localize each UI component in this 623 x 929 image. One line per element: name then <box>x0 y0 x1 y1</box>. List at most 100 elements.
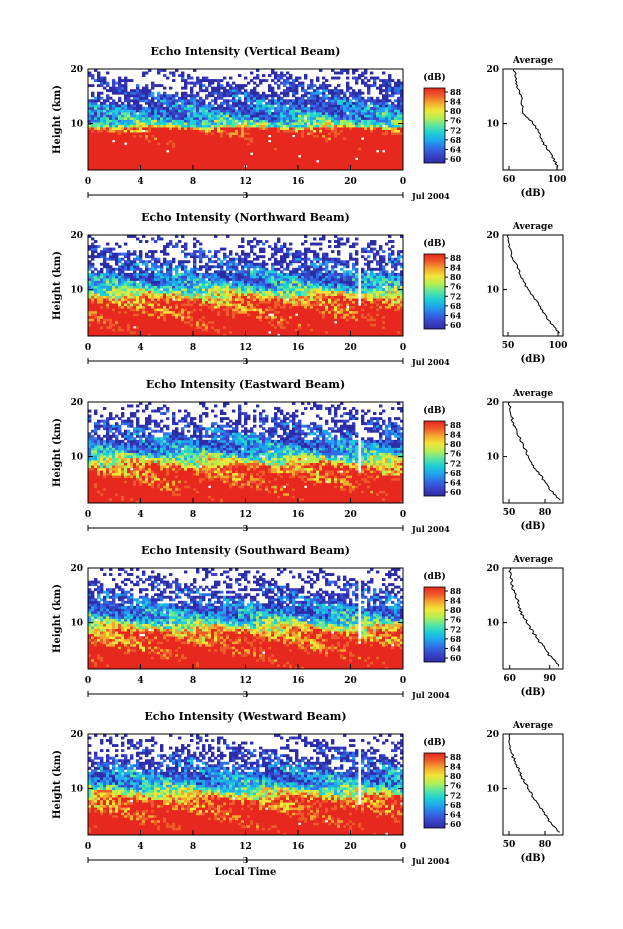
heatmap-cell <box>160 116 164 120</box>
heatmap-cell <box>298 147 302 151</box>
heatmap-cell <box>172 101 176 105</box>
heatmap-cell <box>334 159 338 163</box>
heatmap-cell <box>103 323 107 327</box>
heatmap-cell <box>295 330 299 334</box>
heatmap-cell <box>376 137 380 141</box>
heatmap-cell <box>136 124 140 128</box>
heatmap-cell <box>370 76 374 80</box>
heatmap-cell <box>340 310 344 314</box>
heatmap-cell <box>334 308 338 312</box>
heatmap-cell <box>349 149 353 153</box>
heatmap-cell <box>313 111 317 115</box>
heatmap-cell <box>343 91 347 95</box>
heatmap-cell <box>217 122 221 125</box>
heatmap-cell <box>118 137 122 141</box>
heatmap-cell <box>337 303 341 307</box>
heatmap-cell <box>253 127 257 130</box>
heatmap-cell <box>370 333 374 337</box>
heatmap-cell <box>271 164 275 168</box>
heatmap-cell <box>118 308 122 312</box>
heatmap-cell <box>154 114 158 118</box>
heatmap-cell <box>376 320 380 324</box>
heatmap-cell <box>325 310 329 314</box>
heatmap-cell <box>298 137 302 141</box>
heatmap-cell <box>337 137 341 141</box>
heatmap-cell <box>349 142 353 146</box>
heatmap-cell <box>370 330 374 334</box>
heatmap-cell <box>166 94 170 98</box>
heatmap-cell <box>127 147 131 151</box>
heatmap-cell <box>148 114 152 118</box>
heatmap-cell <box>262 142 266 146</box>
heatmap-cell <box>331 114 335 118</box>
heatmap-cell <box>160 104 164 108</box>
heatmap-cell <box>313 139 317 143</box>
heatmap-cell <box>190 81 194 85</box>
heatmap-cell <box>274 142 278 146</box>
heatmap-cell <box>127 313 131 317</box>
heatmap-cell <box>313 323 317 327</box>
heatmap-cell <box>367 318 371 322</box>
heatmap-cell <box>298 111 302 115</box>
heatmap-cell <box>250 79 254 83</box>
heatmap-cell <box>280 81 284 85</box>
heatmap-cell <box>145 303 149 307</box>
heatmap-cell <box>385 154 389 158</box>
heatmap-cell <box>286 308 290 312</box>
heatmap-cell <box>235 300 239 304</box>
heatmap-cell <box>193 109 197 113</box>
heatmap-cell <box>124 76 128 80</box>
heatmap-cell <box>136 134 140 138</box>
heatmap-cell <box>343 111 347 115</box>
heatmap-cell <box>91 142 95 146</box>
heatmap-cell <box>394 167 398 171</box>
heatmap-cell <box>271 101 275 105</box>
heatmap-cell <box>166 333 170 337</box>
heatmap-cell <box>199 328 203 332</box>
heatmap-cell <box>358 91 362 95</box>
heatmap-cell <box>274 147 278 151</box>
heatmap-cell <box>127 122 131 125</box>
heatmap-cell <box>133 127 137 130</box>
heatmap-cell <box>334 101 338 105</box>
heatmap-cell <box>124 134 128 138</box>
heatmap-cell <box>370 162 374 166</box>
heatmap-cell <box>289 81 293 85</box>
heatmap-cell <box>289 330 293 334</box>
heatmap-cell <box>373 310 377 314</box>
heatmap-cell <box>106 167 110 171</box>
heatmap-cell <box>307 127 311 130</box>
heatmap-cell <box>190 300 194 304</box>
heatmap-cell <box>175 106 179 110</box>
heatmap-cell <box>190 89 194 93</box>
heatmap-cell <box>199 300 203 304</box>
heatmap-cell <box>310 122 314 125</box>
heatmap-cell <box>346 109 350 113</box>
heatmap-cell <box>100 308 104 312</box>
heatmap-cell <box>394 147 398 151</box>
heatmap-cell <box>289 114 293 118</box>
heatmap-cell <box>304 300 308 304</box>
heatmap-cell <box>199 137 203 141</box>
heatmap-cell <box>148 315 152 319</box>
heatmap-cell <box>379 144 383 148</box>
heatmap-cell <box>313 330 317 334</box>
heatmap-cell <box>136 159 140 163</box>
heatmap-cell <box>292 300 296 304</box>
heatmap-cell <box>112 320 116 324</box>
heatmap-cell <box>259 157 263 161</box>
heatmap-cell <box>271 134 275 138</box>
heatmap-cell <box>142 152 146 156</box>
heatmap-cell <box>139 305 143 309</box>
heatmap-cell <box>277 313 281 317</box>
heatmap-cell <box>133 109 137 113</box>
heatmap-cell <box>382 152 386 156</box>
heatmap-cell <box>97 79 101 83</box>
heatmap-cell <box>97 164 101 168</box>
heatmap-cell <box>214 313 218 317</box>
heatmap-cell <box>259 308 263 312</box>
heatmap-cell <box>253 142 257 146</box>
heatmap-cell <box>400 333 404 337</box>
heatmap-cell <box>109 142 113 146</box>
heatmap-cell <box>307 134 311 138</box>
